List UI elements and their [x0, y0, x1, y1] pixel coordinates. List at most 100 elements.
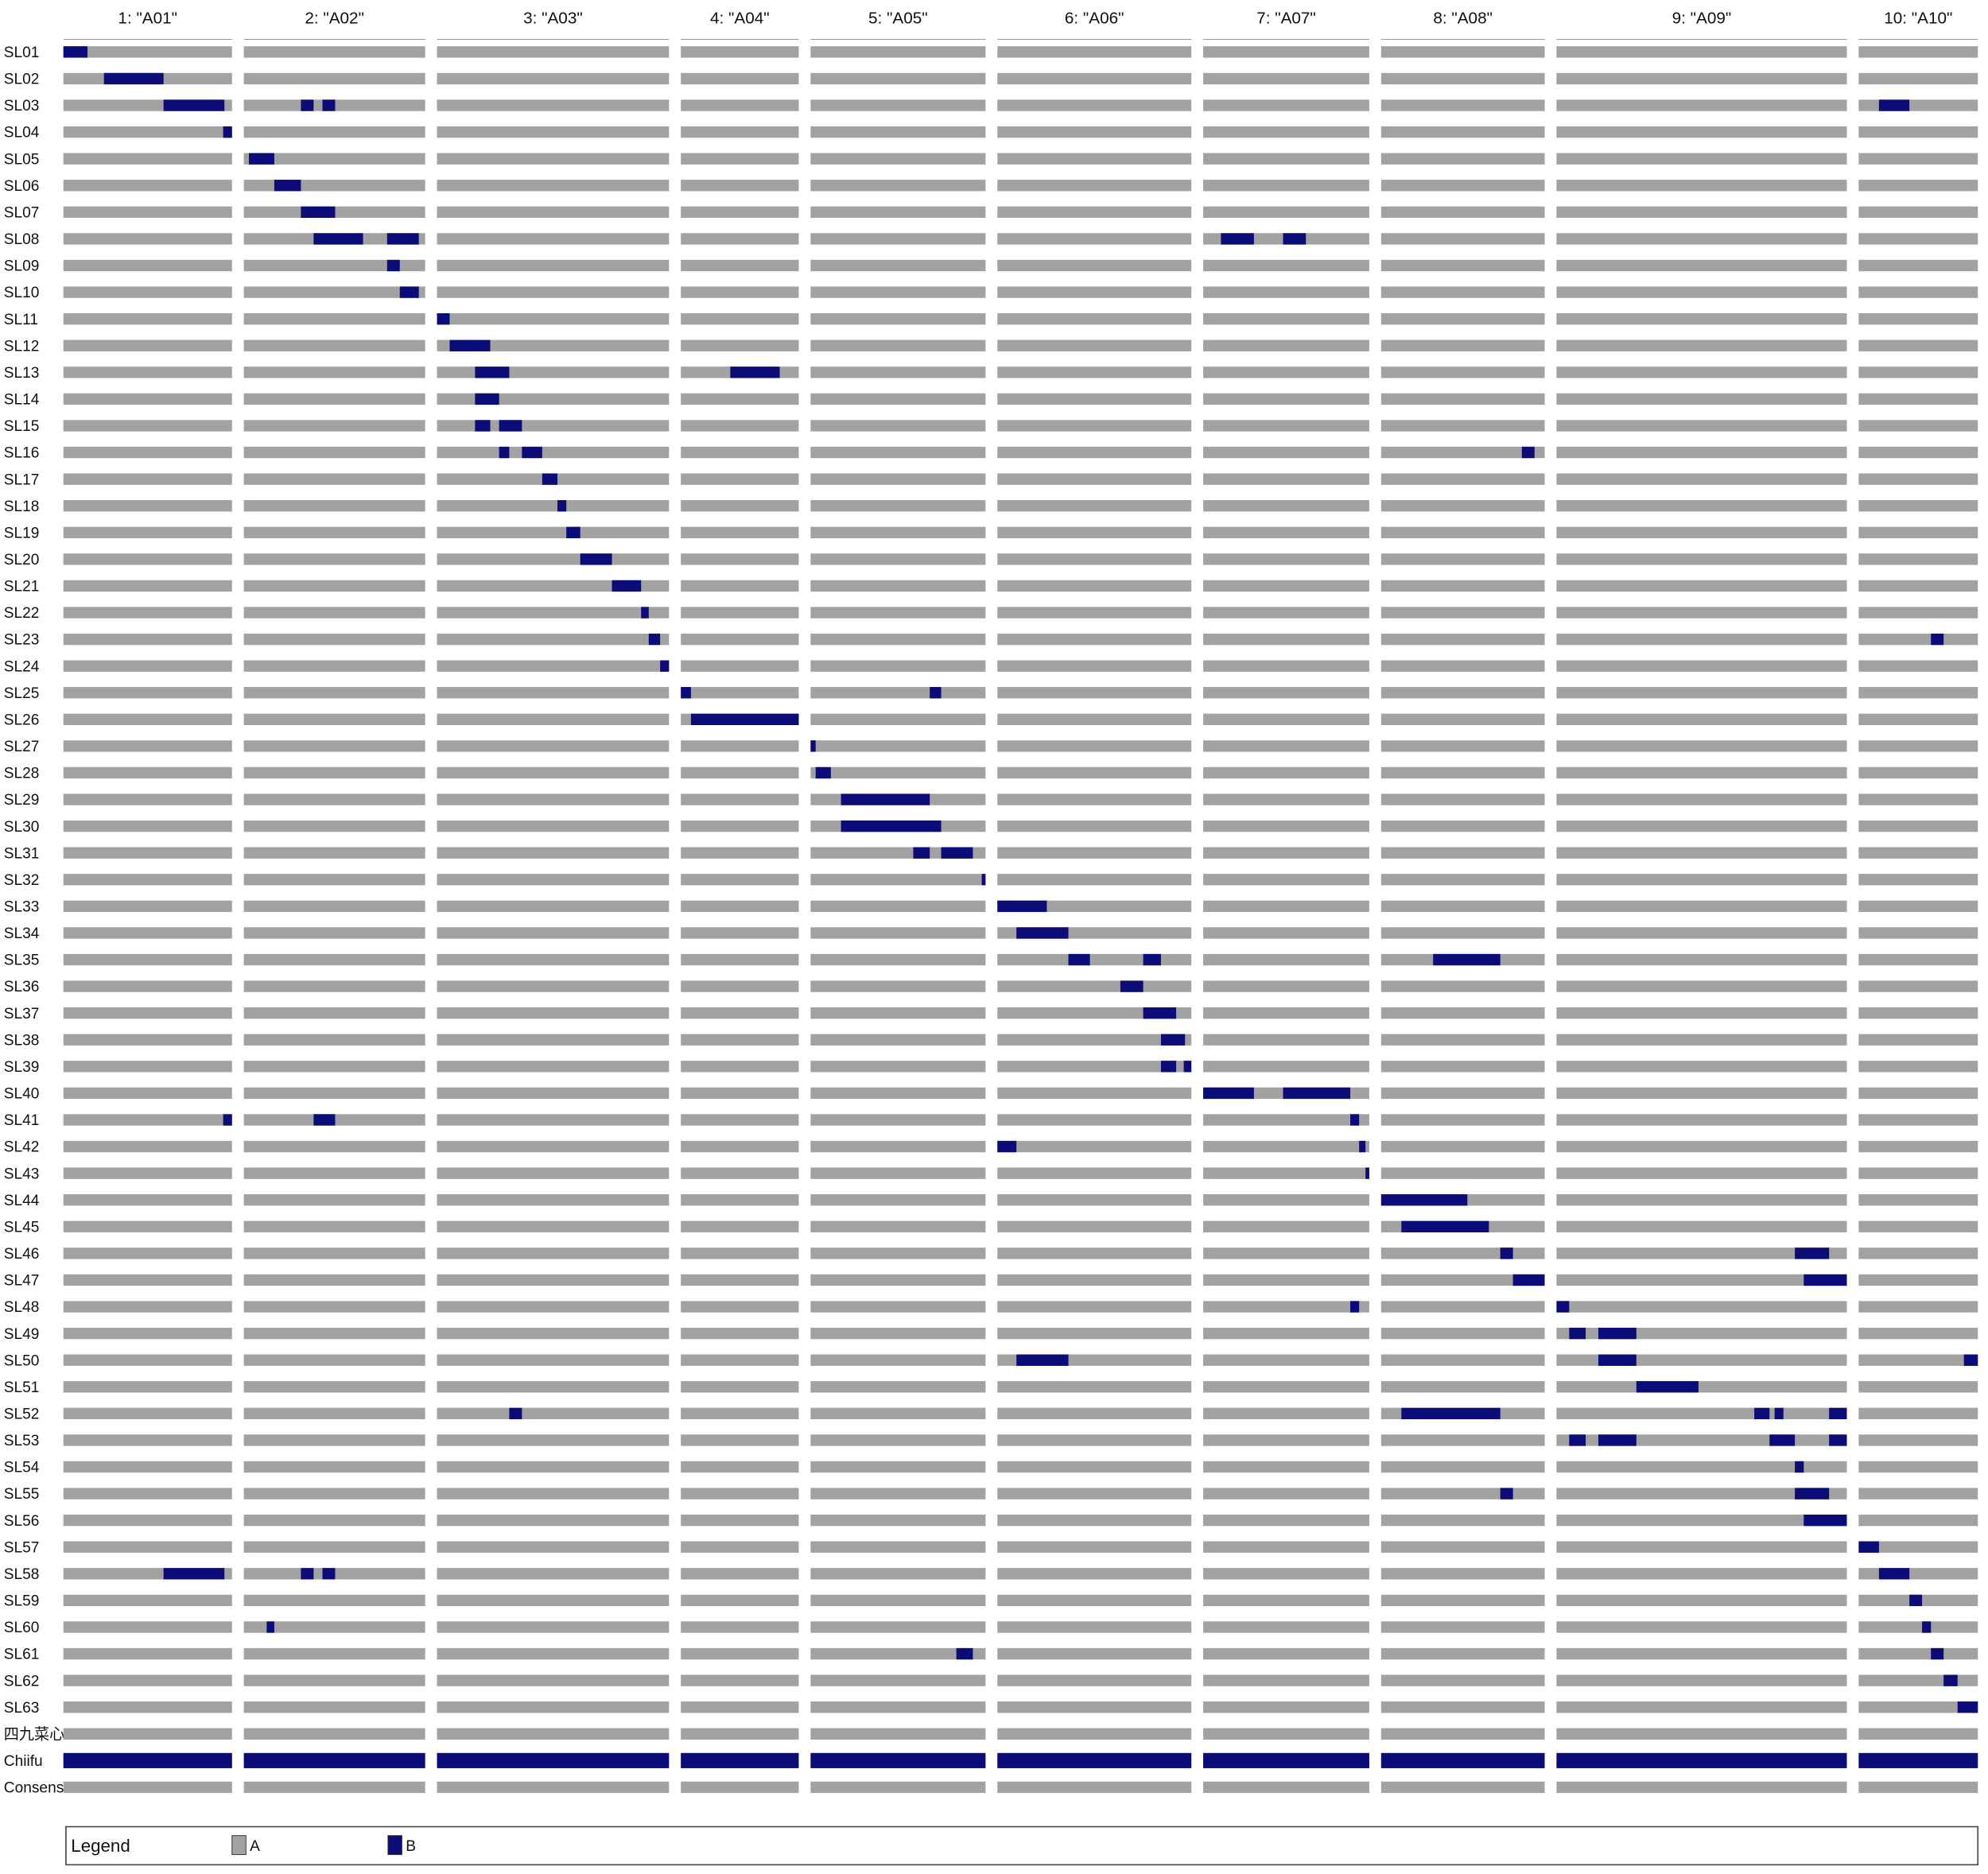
chromosome-bar: [1556, 312, 1847, 325]
chromosome-bar: [1556, 1061, 1847, 1073]
chromosome-bar: [997, 1568, 1192, 1580]
chromosome-bar: [1203, 900, 1369, 913]
chromosome-bar: [1203, 660, 1369, 672]
segment-b: [810, 1752, 986, 1768]
chromosome-bar: [1203, 1007, 1369, 1019]
chromosome-bar: [1858, 1514, 1978, 1527]
chromosome-bar: [1203, 874, 1369, 886]
chromosome-bar: [1858, 393, 1978, 405]
segment-b: [1401, 1407, 1501, 1420]
chromosome-bar: [1858, 1034, 1978, 1046]
chromosome-bar: [810, 1461, 986, 1473]
row-label: SL48: [4, 1299, 40, 1316]
chromosome-bar: [681, 1701, 799, 1713]
chromosome-bar: [810, 526, 986, 538]
chromosome-bar: [437, 1594, 670, 1607]
chromosome-bar: [1556, 126, 1847, 138]
chromosome-bar: [810, 633, 986, 646]
chromosome-bar: [243, 180, 425, 192]
chromosome-bar: [243, 153, 425, 165]
chromosome-bar: [810, 46, 986, 58]
chromosome-bar: [681, 847, 799, 859]
chromosome-bar: [437, 980, 670, 992]
chromosome-bar: [997, 1701, 1192, 1713]
chromosome-bar: [1556, 180, 1847, 192]
chromosome-bar: [1858, 526, 1978, 538]
chromosome-bar: [1203, 99, 1369, 111]
segment-b: [660, 660, 670, 672]
chromosome-bar: [1380, 927, 1545, 939]
chromosome-bar: [810, 766, 986, 779]
chromosome-bar: [1203, 46, 1369, 58]
chromosome-bar: [437, 233, 670, 245]
chromosome-label: 10: "A10": [1884, 9, 1952, 27]
chromosome-bar: [997, 339, 1192, 351]
row-label: SL38: [4, 1032, 40, 1049]
chromosome-bar: [1203, 500, 1369, 512]
chromosome-bar: [1858, 660, 1978, 672]
row-label: SL04: [4, 125, 40, 142]
chromosome-bar: [681, 1434, 799, 1446]
chromosome-bar: [63, 1061, 232, 1073]
row-label: SL39: [4, 1059, 40, 1076]
chromosome-bar: [243, 553, 425, 565]
chromosome-bar: [63, 1541, 232, 1553]
chromosome-bar: [1203, 1434, 1369, 1446]
chromosome-bar: [1858, 367, 1978, 378]
segment-b: [542, 473, 557, 485]
chromosome-bar: [681, 793, 799, 805]
chromosome-bar: [1380, 1434, 1545, 1446]
row-label: 四九菜心: [4, 1725, 64, 1743]
chromosome-bar: [1556, 99, 1847, 111]
chromosome-bar: [1203, 1568, 1369, 1580]
chromosome-bar: [437, 206, 670, 219]
segment-b: [730, 367, 780, 378]
chromosome-bar: [810, 953, 986, 966]
chromosome-bar: [681, 339, 799, 351]
chromosome-bar: [63, 46, 232, 58]
chromosome-bar: [997, 1167, 1192, 1179]
chromosome-bar: [681, 180, 799, 192]
chromosome-bar: [681, 927, 799, 939]
chromosome-bar: [243, 1647, 425, 1660]
chromosome-bar: [63, 1728, 232, 1740]
chromosome-bar: [810, 874, 986, 886]
chromosome-bar: [1380, 500, 1545, 512]
segment-b: [1804, 1274, 1847, 1286]
segment-b: [1878, 99, 1910, 111]
chromosome-bar: [1556, 233, 1847, 245]
chromosome-bar: [437, 1381, 670, 1393]
chromosome-bar: [681, 1061, 799, 1073]
chromosome-bar: [1858, 1381, 1978, 1393]
chromosome-bar: [997, 980, 1192, 992]
chromosome-bar: [997, 1647, 1192, 1660]
chromosome-bar: [1203, 953, 1369, 966]
segment-b: [1203, 1087, 1254, 1100]
chromosome-bar: [997, 233, 1192, 245]
chromosome-bar: [1380, 633, 1545, 646]
segment-b: [1829, 1434, 1847, 1446]
row-label: SL52: [4, 1406, 40, 1422]
row-label: SL50: [4, 1352, 40, 1369]
chromosome-bar: [1556, 1114, 1847, 1126]
chromosome-bar: [1380, 526, 1545, 538]
chromosome-bar: [1203, 286, 1369, 298]
row-label: SL09: [4, 258, 40, 275]
chromosome-bar: [1556, 46, 1847, 58]
chromosome-bar: [1858, 420, 1978, 432]
chromosome-bar: [681, 633, 799, 646]
chromosome-bar: [1858, 286, 1978, 298]
chromosome-bar: [63, 393, 232, 405]
chromosome-bar: [243, 607, 425, 619]
chromosome-bar: [1380, 1728, 1545, 1740]
chromosome-bar: [1380, 1034, 1545, 1046]
row-label: SL45: [4, 1219, 40, 1236]
chromosome-bar: [243, 312, 425, 325]
chromosome-bar: [681, 312, 799, 325]
chromosome-bar: [1380, 1167, 1545, 1179]
chromosome-bar: [243, 1034, 425, 1046]
chromosome-bar: [1380, 713, 1545, 725]
chromosome-bar: [1858, 980, 1978, 992]
chromosome-bar: [997, 500, 1192, 512]
chromosome-bar: [1380, 1647, 1545, 1660]
